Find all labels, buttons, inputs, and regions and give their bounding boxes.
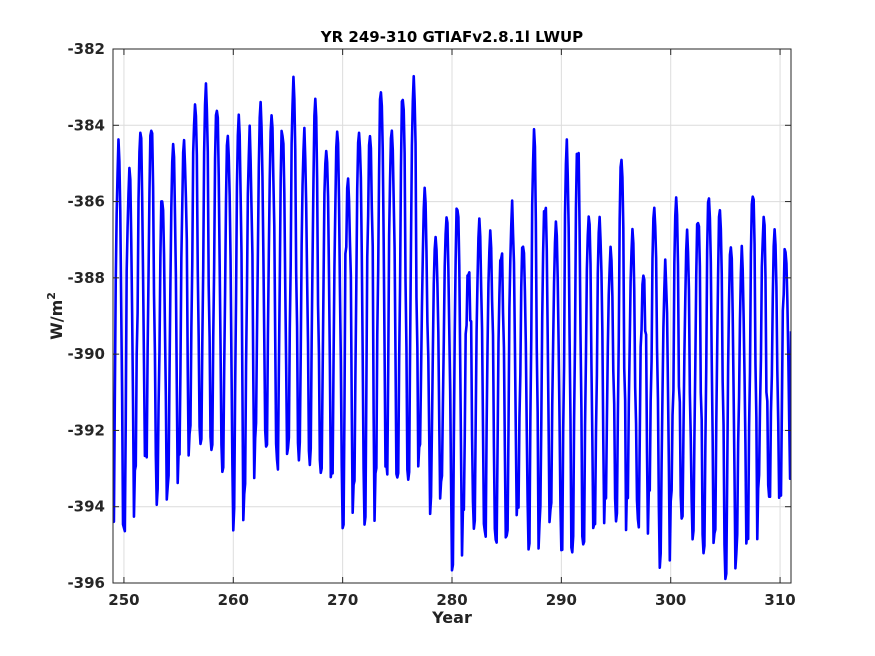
y-axis-label-base: W/m xyxy=(47,300,66,340)
y-tick-label: -386 xyxy=(67,193,105,211)
y-tick-label: -396 xyxy=(67,574,105,592)
y-tick-label: -392 xyxy=(67,421,105,439)
x-tick-label: 310 xyxy=(764,591,795,609)
x-axis-label: Year xyxy=(431,608,472,627)
x-tick-labels: 250 260 270 280 290 300 310 xyxy=(108,591,795,609)
chart-title: YR 249-310 GTIAFv2.8.1l LWUP xyxy=(320,28,583,46)
y-tick-labels: -382 -384 -386 -388 -390 -392 -394 -396 xyxy=(67,40,105,592)
x-tick-label: 250 xyxy=(108,591,139,609)
x-tick-label: 300 xyxy=(655,591,686,609)
x-tick-label: 260 xyxy=(218,591,249,609)
y-tick-label: -384 xyxy=(67,116,105,134)
x-tick-label: 290 xyxy=(546,591,577,609)
x-tick-label: 280 xyxy=(436,591,467,609)
y-tick-label: -390 xyxy=(67,345,105,363)
y-tick-label: -382 xyxy=(67,40,105,58)
x-tick-label: 270 xyxy=(327,591,358,609)
y-tick-label: -388 xyxy=(67,269,105,287)
y-axis-label-superscript: 2 xyxy=(45,292,58,300)
y-axis-label: W/m2 xyxy=(45,292,66,340)
y-tick-label: -394 xyxy=(67,498,105,516)
axis-ticks xyxy=(113,48,791,584)
series-line-lwup xyxy=(113,74,791,581)
